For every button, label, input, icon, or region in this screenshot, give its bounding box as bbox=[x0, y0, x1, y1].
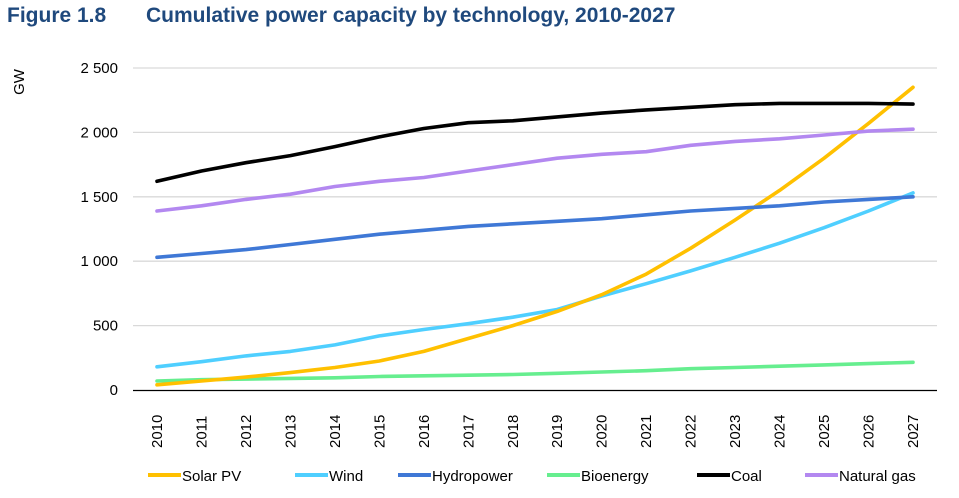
series-line-hydropower bbox=[155, 195, 915, 260]
series-lines bbox=[155, 85, 915, 387]
series-line-natural-gas bbox=[155, 127, 915, 213]
x-tick-label: 2027 bbox=[905, 415, 922, 448]
x-tick-label: 2017 bbox=[460, 415, 477, 448]
chart-title: Cumulative power capacity by technology,… bbox=[146, 4, 676, 27]
x-tick-label: 2011 bbox=[193, 416, 210, 448]
x-tick-label: 2026 bbox=[861, 415, 878, 448]
x-tick-label: 2018 bbox=[505, 415, 522, 448]
legend-item-solar-pv: Solar PV bbox=[148, 468, 241, 485]
series-line-bioenergy bbox=[155, 360, 915, 383]
y-tick-label: 2 500 bbox=[80, 60, 118, 77]
legend-label: Hydropower bbox=[432, 468, 513, 485]
y-tick-label: 1 000 bbox=[80, 253, 118, 270]
x-tick-label: 2014 bbox=[327, 415, 344, 448]
x-tick-label: 2013 bbox=[282, 415, 299, 448]
y-tick-label: 1 500 bbox=[80, 189, 118, 206]
x-tick-label: 2022 bbox=[683, 415, 700, 448]
legend-item-bioenergy: Bioenergy bbox=[547, 468, 649, 485]
series-line-wind bbox=[155, 191, 915, 369]
series-line-coal bbox=[155, 101, 915, 184]
legend-item-natural-gas: Natural gas bbox=[805, 468, 916, 485]
legend-label: Solar PV bbox=[182, 468, 241, 485]
x-tick-label: 2023 bbox=[727, 415, 744, 448]
legend-item-coal: Coal bbox=[697, 468, 762, 485]
legend-label: Coal bbox=[731, 468, 762, 485]
y-axis-label: GW bbox=[11, 68, 28, 95]
y-tick-label: 500 bbox=[93, 318, 118, 335]
x-tick-label: 2021 bbox=[638, 415, 655, 448]
legend-label: Bioenergy bbox=[581, 468, 649, 485]
figure-label: Figure 1.8 bbox=[7, 4, 107, 27]
x-tick-label: 2010 bbox=[149, 415, 166, 448]
x-tick-label: 2015 bbox=[371, 415, 388, 448]
legend-label: Natural gas bbox=[839, 468, 916, 485]
x-tick-label: 2012 bbox=[238, 415, 255, 448]
x-tick-label: 2025 bbox=[816, 415, 833, 448]
x-tick-label: 2024 bbox=[772, 415, 789, 448]
legend: Solar PV Wind Hydropower Bioenergy Coal Natur… bbox=[148, 468, 916, 485]
legend-item-wind: Wind bbox=[295, 468, 363, 485]
series-line-solar-pv bbox=[155, 85, 915, 387]
x-axis-ticks: 2010 2011 2012 2013 2014 2015 2016 2017 2018 2019… bbox=[149, 415, 922, 448]
legend-item-hydropower: Hydropower bbox=[398, 468, 513, 485]
y-tick-label: 2 000 bbox=[80, 124, 118, 141]
legend-label: Wind bbox=[329, 468, 363, 485]
y-axis-ticks: 0 500 1 000 1 500 2 000 2 500 bbox=[80, 60, 118, 399]
y-tick-label: 0 bbox=[110, 382, 118, 399]
x-tick-label: 2020 bbox=[594, 415, 611, 448]
x-tick-label: 2016 bbox=[416, 415, 433, 448]
x-tick-label: 2019 bbox=[549, 415, 566, 448]
